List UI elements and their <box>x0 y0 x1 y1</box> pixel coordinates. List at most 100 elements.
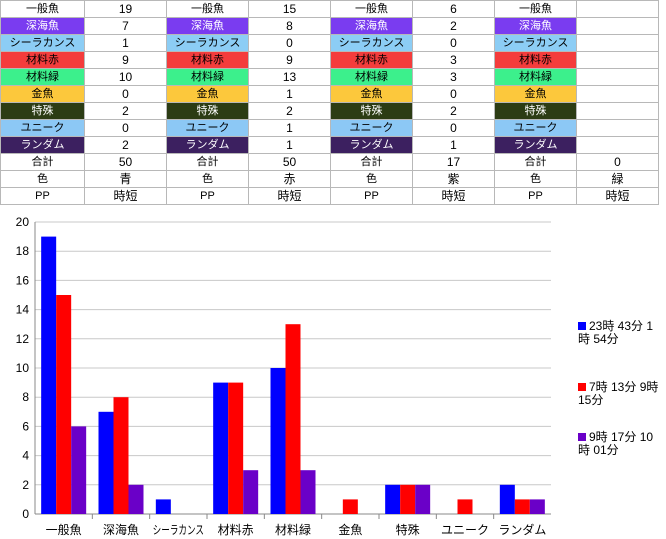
bar <box>98 411 114 514</box>
row-label-cell[interactable]: 金魚 <box>0 85 85 103</box>
value-cell[interactable]: 0 <box>412 85 495 103</box>
row-label-cell[interactable]: ユニーク <box>0 119 85 137</box>
row-label-cell[interactable]: ランダム <box>0 136 85 154</box>
value-cell[interactable]: 8 <box>248 17 331 35</box>
value-cell[interactable]: 1 <box>248 119 331 137</box>
value-cell[interactable] <box>576 85 659 103</box>
value-cell[interactable]: 7 <box>84 17 167 35</box>
value-cell[interactable] <box>576 136 659 154</box>
value-cell[interactable]: 赤 <box>248 170 331 188</box>
value-cell[interactable] <box>576 51 659 69</box>
value-cell[interactable]: 9 <box>84 51 167 69</box>
row-label-cell[interactable]: 色 <box>166 170 249 188</box>
value-cell[interactable]: 2 <box>84 102 167 120</box>
row-label-cell[interactable]: 特殊 <box>166 102 249 120</box>
row-label-cell[interactable]: 深海魚 <box>166 17 249 35</box>
row-label-cell[interactable]: 一般魚 <box>330 0 413 18</box>
value-cell[interactable]: 時短 <box>248 187 331 205</box>
row-label-cell[interactable]: 金魚 <box>494 85 577 103</box>
row-label-cell[interactable]: 特殊 <box>494 102 577 120</box>
row-label-cell[interactable]: 深海魚 <box>330 17 413 35</box>
row-label-cell[interactable]: 材料緑 <box>494 68 577 86</box>
row-label-cell[interactable]: 材料赤 <box>166 51 249 69</box>
value-cell[interactable] <box>576 102 659 120</box>
table-row: 特殊 2 特殊 2 特殊 2 特殊 <box>0 102 659 120</box>
value-cell[interactable]: 時短 <box>576 187 659 205</box>
value-cell[interactable]: 1 <box>84 34 167 52</box>
row-label-cell[interactable]: 材料緑 <box>330 68 413 86</box>
row-label-cell[interactable]: 合計 <box>330 153 413 171</box>
row-label-cell[interactable]: 一般魚 <box>166 0 249 18</box>
row-label-cell[interactable]: シーラカンス <box>0 34 85 52</box>
row-label-cell[interactable]: 特殊 <box>330 102 413 120</box>
row-label-cell[interactable]: 材料赤 <box>0 51 85 69</box>
value-cell[interactable]: 50 <box>248 153 331 171</box>
value-cell[interactable]: 1 <box>248 85 331 103</box>
value-cell[interactable]: 0 <box>576 153 659 171</box>
row-label-cell[interactable]: 特殊 <box>0 102 85 120</box>
row-label-cell[interactable]: ランダム <box>330 136 413 154</box>
row-label-cell[interactable]: 材料緑 <box>166 68 249 86</box>
row-label-cell[interactable]: ランダム <box>166 136 249 154</box>
value-cell[interactable] <box>576 119 659 137</box>
value-cell[interactable]: 0 <box>84 119 167 137</box>
row-label-cell[interactable]: 一般魚 <box>494 0 577 18</box>
value-cell[interactable]: 0 <box>248 34 331 52</box>
value-cell[interactable]: 時短 <box>84 187 167 205</box>
value-cell[interactable]: 2 <box>412 17 495 35</box>
value-cell[interactable]: 3 <box>412 68 495 86</box>
value-cell[interactable]: 青 <box>84 170 167 188</box>
row-label-cell[interactable]: シーラカンス <box>166 34 249 52</box>
value-cell[interactable]: 1 <box>412 136 495 154</box>
row-label-cell[interactable]: PP <box>330 187 413 205</box>
value-cell[interactable] <box>576 68 659 86</box>
row-label-cell[interactable]: 材料赤 <box>330 51 413 69</box>
value-cell[interactable]: 15 <box>248 0 331 18</box>
table-row: ユニーク 0 ユニーク 1 ユニーク 0 ユニーク <box>0 119 659 137</box>
row-label-cell[interactable]: シーラカンス <box>494 34 577 52</box>
row-label-cell[interactable]: 合計 <box>494 153 577 171</box>
row-label-cell[interactable]: ランダム <box>494 136 577 154</box>
x-tick-label: 深海魚 <box>103 522 139 537</box>
row-label-cell[interactable]: PP <box>0 187 85 205</box>
value-cell[interactable]: 緑 <box>576 170 659 188</box>
row-label-cell[interactable]: 一般魚 <box>0 0 85 18</box>
value-cell[interactable]: 1 <box>248 136 331 154</box>
value-cell[interactable]: 0 <box>412 34 495 52</box>
value-cell[interactable]: 2 <box>412 102 495 120</box>
value-cell[interactable]: 紫 <box>412 170 495 188</box>
value-cell[interactable] <box>576 0 659 18</box>
row-label-cell[interactable]: 合計 <box>0 153 85 171</box>
row-label-cell[interactable]: 金魚 <box>330 85 413 103</box>
row-label-cell[interactable]: 金魚 <box>166 85 249 103</box>
row-label-cell[interactable]: 深海魚 <box>0 17 85 35</box>
row-label-cell[interactable]: 材料赤 <box>494 51 577 69</box>
row-label-cell[interactable]: 色 <box>330 170 413 188</box>
value-cell[interactable] <box>576 34 659 52</box>
value-cell[interactable] <box>576 17 659 35</box>
row-label-cell[interactable]: 色 <box>494 170 577 188</box>
value-cell[interactable]: 3 <box>412 51 495 69</box>
value-cell[interactable]: 9 <box>248 51 331 69</box>
value-cell[interactable]: 19 <box>84 0 167 18</box>
row-label-cell[interactable]: 深海魚 <box>494 17 577 35</box>
value-cell[interactable]: 6 <box>412 0 495 18</box>
value-cell[interactable]: 50 <box>84 153 167 171</box>
value-cell[interactable]: 0 <box>412 119 495 137</box>
value-cell[interactable]: 0 <box>84 85 167 103</box>
row-label-cell[interactable]: ユニーク <box>166 119 249 137</box>
value-cell[interactable]: 時短 <box>412 187 495 205</box>
value-cell[interactable]: 2 <box>248 102 331 120</box>
row-label-cell[interactable]: PP <box>494 187 577 205</box>
row-label-cell[interactable]: 合計 <box>166 153 249 171</box>
row-label-cell[interactable]: 材料緑 <box>0 68 85 86</box>
value-cell[interactable]: 13 <box>248 68 331 86</box>
row-label-cell[interactable]: シーラカンス <box>330 34 413 52</box>
row-label-cell[interactable]: PP <box>166 187 249 205</box>
value-cell[interactable]: 10 <box>84 68 167 86</box>
value-cell[interactable]: 2 <box>84 136 167 154</box>
row-label-cell[interactable]: 色 <box>0 170 85 188</box>
row-label-cell[interactable]: ユニーク <box>494 119 577 137</box>
row-label-cell[interactable]: ユニーク <box>330 119 413 137</box>
value-cell[interactable]: 17 <box>412 153 495 171</box>
